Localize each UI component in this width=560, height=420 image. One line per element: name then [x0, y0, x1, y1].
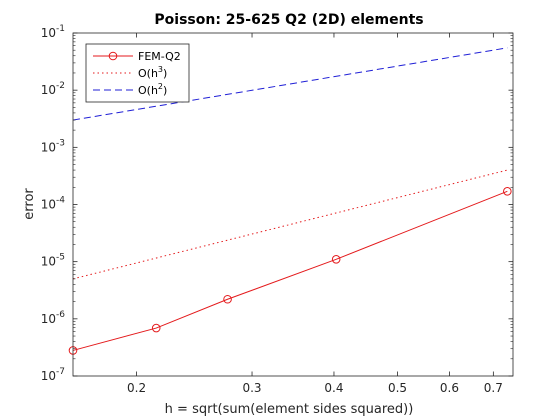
chart-title: Poisson: 25-625 Q2 (2D) elements [154, 12, 423, 28]
data-point [223, 294, 232, 304]
series-line-0 [72, 190, 508, 351]
x-tick-label: 0.6 [440, 381, 459, 395]
x-axis-label: h = sqrt(sum(element sides squared)) [165, 402, 414, 417]
x-tick-label: 0.7 [484, 381, 503, 395]
y-tick-label: 10-3 [41, 138, 65, 154]
x-tick-label: 0.4 [324, 381, 343, 395]
series-line-2 [72, 47, 508, 121]
y-tick-label: 10-7 [41, 367, 65, 383]
y-tick-label: 10-1 [41, 24, 65, 40]
y-tick-label: 10-4 [41, 196, 66, 212]
x-tick-label: 0.3 [242, 381, 261, 395]
y-axis-label: error [22, 188, 37, 220]
data-point [151, 323, 161, 333]
data-point [503, 187, 512, 196]
series-layer [68, 47, 512, 355]
legend: FEM-Q2 O(h3) O(h2) [85, 43, 190, 103]
y-tick-label: 10-5 [41, 253, 65, 269]
y-tick-label: 10-6 [41, 310, 66, 326]
legend-marker [108, 51, 118, 61]
axes-layer [72, 32, 514, 377]
x-tick-label: 0.2 [127, 381, 146, 395]
legend-label: O(h2) [138, 82, 167, 97]
data-point [331, 255, 341, 264]
y-tick-labels: 10-7 10-6 10-5 10-4 10-3 10-2 10-1 [41, 24, 66, 383]
x-tick-label: 0.5 [388, 381, 407, 395]
legend-label: FEM-Q2 [138, 50, 181, 63]
y-tick-label: 10-2 [41, 81, 65, 97]
legend-label: O(h3) [138, 65, 167, 80]
x-tick-labels: 0.2 0.3 0.4 0.5 0.6 0.7 [127, 381, 503, 395]
